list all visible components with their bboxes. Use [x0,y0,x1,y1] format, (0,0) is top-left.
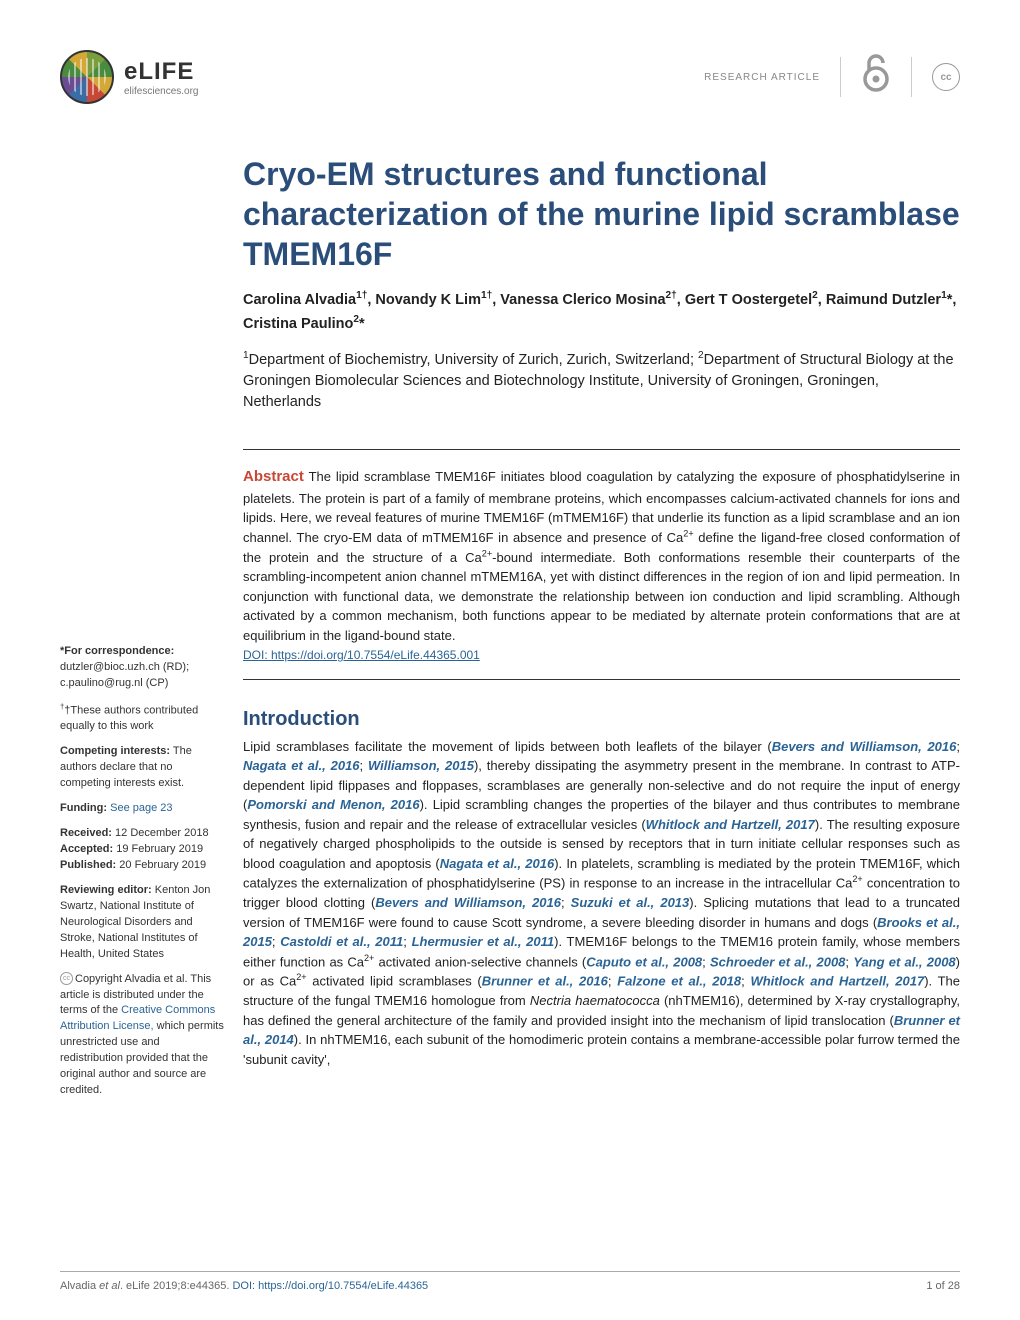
page-footer: Alvadia et al. eLife 2019;8:e44365. DOI:… [60,1271,960,1292]
divider [840,57,841,97]
journal-name: eLIFE [124,58,198,86]
funding-label: Funding: [60,802,107,814]
abstract-label: Abstract [243,468,304,485]
article-title: Cryo-EM structures and functional charac… [243,154,960,274]
copyright-notice: ccCopyright Alvadia et al. This article … [60,972,225,1100]
author-list: Carolina Alvadia1†, Novandy K Lim1†, Van… [243,288,960,335]
received-date: 12 December 2018 [112,827,209,839]
journal-logo-block: eLIFE elifesciences.org [60,50,198,104]
published-label: Published: [60,859,116,871]
competing-label: Competing interests: [60,745,170,757]
reviewing-label: Reviewing editor: [60,884,152,896]
abstract-text: The lipid scramblase TMEM16F initiates b… [243,469,960,643]
article-content: Cryo-EM structures and functional charac… [225,154,960,1108]
affiliations: 1Department of Biochemistry, University … [243,349,960,413]
cc-license-icon: cc [932,63,960,91]
page-number: 1 of 28 [926,1280,960,1292]
open-access-icon [861,53,891,102]
funding-link[interactable]: See page 23 [110,802,172,814]
divider [911,57,912,97]
article-sidebar: *For correspondence: dutzler@bioc.uzh.ch … [60,154,225,1108]
page-header: eLIFE elifesciences.org RESEARCH ARTICLE… [60,50,960,104]
introduction-heading: Introduction [243,708,960,731]
accepted-label: Accepted: [60,843,113,855]
elife-logo-icon [60,50,114,104]
received-label: Received: [60,827,112,839]
journal-url[interactable]: elifesciences.org [124,86,198,97]
header-right: RESEARCH ARTICLE cc [704,53,960,102]
correspondence-text: dutzler@bioc.uzh.ch (RD); c.paulino@rug.… [60,661,189,689]
equal-contribution: ††These authors contributed equally to t… [60,701,225,736]
article-type: RESEARCH ARTICLE [704,72,820,83]
accepted-date: 19 February 2019 [113,843,203,855]
introduction-text: Lipid scramblases facilitate the movemen… [243,737,960,1069]
correspondence-label: *For correspondence: [60,645,174,657]
abstract-block: Abstract The lipid scramblase TMEM16F in… [243,449,960,680]
abstract-doi-link[interactable]: DOI: https://doi.org/10.7554/eLife.44365… [243,648,480,662]
published-date: 20 February 2019 [116,859,206,871]
footer-citation: Alvadia et al. eLife 2019;8:e44365. DOI:… [60,1280,428,1292]
